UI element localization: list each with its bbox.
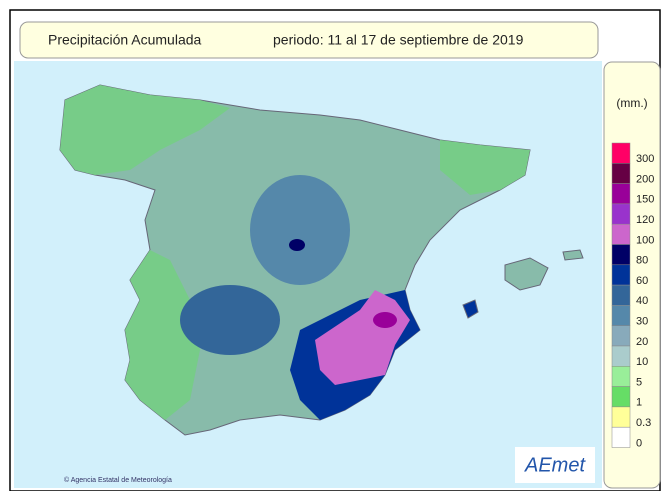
purple-core [373,312,397,328]
legend-swatch [611,325,631,347]
legend-swatch [611,284,631,306]
legend-label: 30 [636,315,648,327]
legend-label: 60 [636,275,648,287]
title-bar [19,21,599,59]
title: Precipitación Acumulada [48,32,202,48]
period: periodo: 11 al 17 de septiembre de 2019 [273,32,524,48]
legend-swatch [611,426,631,448]
legend-swatch [611,386,631,408]
legend-label: 0 [636,437,642,449]
legend-swatch [611,264,631,286]
legend-label: 80 [636,255,648,267]
green-area [440,140,530,195]
legend-swatch [611,183,631,205]
blue-area [180,285,280,355]
legend-swatch [611,203,631,225]
legend-swatch [611,366,631,387]
logo: AEmet [524,454,586,476]
darkblue-core [289,239,305,251]
legend: 300 200 150 120 100 80 60 40 30 20 10 5 1 0.3 0 [611,142,654,449]
legend-label: 200 [636,173,654,185]
logo-box [515,447,595,483]
legend-label: 40 [636,295,648,307]
copyright-text: Agencia Estatal de Meteorología [71,477,172,484]
legend-swatch [611,244,631,266]
legend-label: 10 [636,356,648,368]
blue-area [250,175,350,285]
legend-label: 20 [636,336,648,348]
legend-label: 150 [636,194,654,206]
legend-swatch [611,305,631,326]
ibiza [462,299,479,319]
legend-swatch [611,345,631,367]
legend-swatch [611,223,631,245]
legend-swatch [611,406,631,428]
legend-label: 5 [636,376,642,388]
copyright: © Agencia Estatal de Meteorología [64,476,172,484]
menorca [562,249,584,261]
legend-label: 120 [636,214,654,226]
green-area [60,85,230,175]
legend-label: 300 [636,153,654,165]
legend-label: 0.3 [636,417,651,429]
legend-swatch [611,163,631,184]
green-area [125,250,200,420]
map [59,84,584,436]
legend-label: 100 [636,234,654,246]
mallorca [504,257,549,291]
legend-unit: (mm.) [616,96,647,110]
legend-swatch [611,142,631,164]
legend-label: 1 [636,397,642,409]
